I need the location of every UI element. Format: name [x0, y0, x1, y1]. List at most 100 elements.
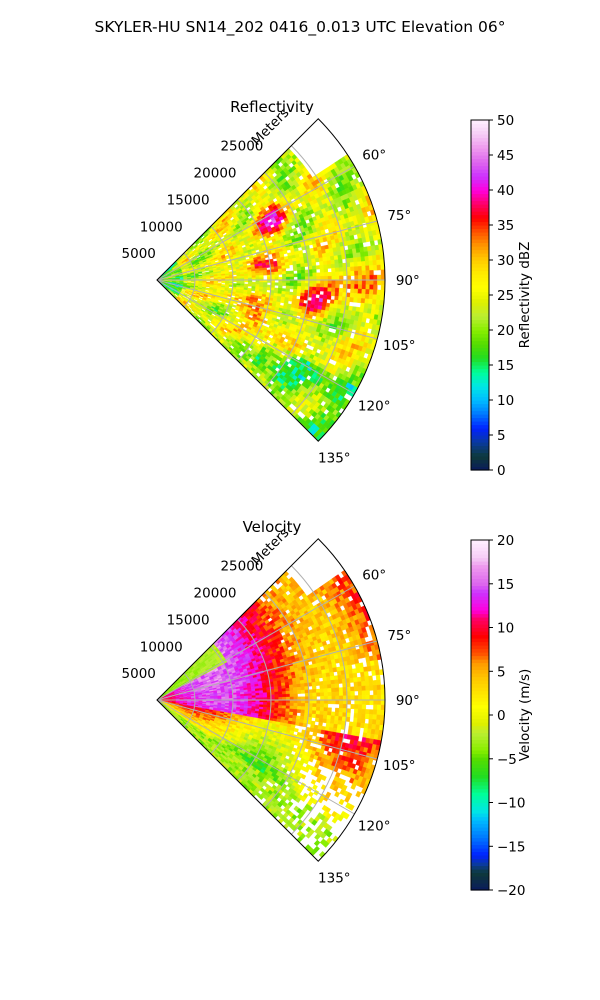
radar-cell — [349, 292, 355, 298]
radar-cell — [278, 282, 283, 286]
radar-cell — [373, 284, 378, 291]
radar-cell — [305, 276, 310, 281]
radar-cell — [323, 290, 328, 296]
radar-cell — [361, 279, 367, 285]
radar-cell — [373, 279, 378, 286]
radar-cell — [296, 266, 302, 271]
radar-cell — [262, 272, 268, 276]
radar-cell — [337, 254, 343, 260]
radar-cell — [369, 284, 374, 290]
radar-cell — [361, 261, 366, 267]
radar-cell — [257, 295, 263, 300]
radar-cell — [322, 294, 328, 300]
radar-cell — [326, 260, 332, 265]
colorbar-swatch — [471, 431, 489, 436]
radar-cell — [335, 275, 340, 281]
radar-cell — [375, 299, 381, 306]
radar-cell — [312, 272, 317, 277]
radar-cell — [327, 264, 332, 269]
radar-cell — [346, 275, 351, 281]
radar-cell — [357, 261, 362, 267]
radar-cell — [255, 272, 260, 276]
radar-cell — [179, 276, 184, 279]
colorbar-swatch — [471, 249, 489, 254]
radar-cell — [330, 259, 336, 265]
figure-title: SKYLER-HU SN14_202 0416_0.013 UTC Elevat… — [95, 18, 506, 37]
radar-cell — [358, 242, 364, 249]
radar-cell — [209, 275, 215, 278]
radar-cell — [346, 279, 351, 285]
radar-cell — [281, 271, 287, 275]
colorbar-swatch — [471, 277, 489, 282]
radar-cell — [316, 276, 321, 281]
colorbar-swatch — [471, 333, 489, 338]
colorbar-swatch — [471, 228, 489, 233]
radar-cell — [312, 276, 317, 281]
radar-cell — [259, 274, 264, 278]
colorbar-swatch — [471, 197, 489, 202]
radar-cell — [175, 281, 180, 283]
colorbar-swatch — [471, 134, 489, 139]
radar-cell — [361, 275, 367, 281]
radar-cell — [274, 274, 279, 278]
colorbar-swatch — [471, 172, 489, 177]
radar-cell — [353, 293, 359, 299]
radar-cell — [361, 284, 367, 290]
radar-cell — [323, 268, 329, 273]
radar-cell — [221, 281, 226, 284]
colorbar-swatch — [471, 221, 489, 226]
colorbar-swatch — [471, 211, 489, 216]
colorbar-swatch — [471, 396, 489, 401]
radar-cell — [285, 282, 291, 287]
colorbar-tick-label: 40 — [497, 183, 514, 199]
radar-cell — [377, 274, 382, 281]
colorbar-swatch — [471, 393, 489, 398]
colorbar-swatch — [471, 288, 489, 293]
radar-cell — [361, 265, 367, 272]
radar-cell — [316, 272, 321, 277]
radar-cell — [354, 279, 359, 285]
radar-cell — [240, 273, 245, 277]
radar-cell — [353, 257, 358, 263]
radar-cell — [272, 255, 277, 260]
radar-cell — [350, 284, 355, 290]
colorbar-swatch — [471, 452, 489, 457]
colorbar-swatch — [471, 309, 489, 314]
colorbar-swatch — [471, 375, 489, 380]
colorbar-swatch — [471, 186, 489, 191]
radar-cell — [338, 292, 344, 297]
radar-cell — [372, 264, 378, 271]
radar-cell — [292, 288, 298, 293]
colorbar-swatch — [471, 407, 489, 412]
radar-cell — [297, 270, 302, 274]
colorbar-swatch — [471, 263, 489, 268]
radar-cell — [251, 273, 256, 276]
radar-cell — [217, 276, 222, 279]
radar-cell — [292, 260, 297, 265]
radar-cell — [312, 269, 317, 274]
radar-cell — [354, 275, 359, 281]
colorbar-swatch — [471, 295, 489, 300]
radar-cell — [331, 279, 336, 285]
colorbar-swatch — [471, 403, 489, 408]
radar-cell — [319, 272, 325, 277]
radar-cell — [322, 260, 328, 266]
radar-cell — [251, 270, 256, 274]
colorbar-tick-label: 0 — [497, 463, 506, 479]
colorbar-swatch — [471, 260, 489, 265]
colorbar-swatch — [471, 169, 489, 174]
radar-cell — [357, 293, 362, 299]
colorbar-swatch — [471, 274, 489, 279]
azimuth-tick-label: 120° — [358, 398, 391, 414]
radar-cell — [365, 274, 371, 281]
radar-cell — [244, 275, 249, 279]
radar-cell — [357, 284, 363, 290]
colorbar-swatch — [471, 239, 489, 244]
radar-cell — [361, 293, 366, 299]
colorbar-swatch — [471, 368, 489, 373]
radar-cell — [297, 283, 302, 287]
colorbar-swatch — [471, 225, 489, 230]
radar-cell — [293, 285, 298, 290]
colorbar-swatch — [471, 253, 489, 258]
